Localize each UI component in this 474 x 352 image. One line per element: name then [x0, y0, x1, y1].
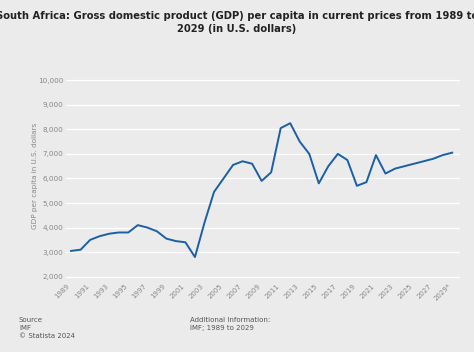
- Y-axis label: GDP per capita in U.S. dollars: GDP per capita in U.S. dollars: [32, 123, 38, 229]
- Text: South Africa: Gross domestic product (GDP) per capita in current prices from 198: South Africa: Gross domestic product (GD…: [0, 11, 474, 34]
- Text: Additional Information:
IMF; 1989 to 2029: Additional Information: IMF; 1989 to 202…: [190, 317, 270, 331]
- Text: Source
IMF
© Statista 2024: Source IMF © Statista 2024: [19, 317, 75, 339]
